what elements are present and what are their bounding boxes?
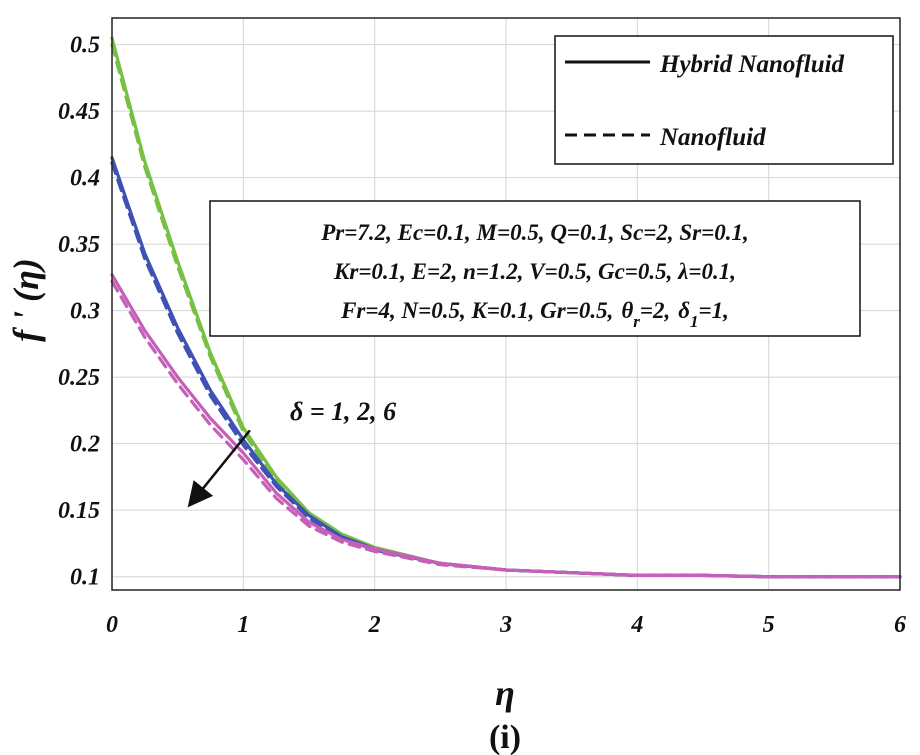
series-line-delta-6-solid [110,273,902,579]
x-tick-label: 4 [630,612,643,638]
figure-caption: (i) [489,719,521,755]
parameter-line-2: Kr=0.1, E=2, n=1.2, V=0.5, Gc=0.5, λ=0.1… [333,259,736,284]
plot-frame [111,17,901,591]
y-tick-label: 0.4 [70,166,100,192]
legend-box [554,35,894,165]
parameter-box: Pr=7.2, Ec=0.1, M=0.5, Q=0.1, Sc=2, Sr=0… [209,200,861,337]
x-tick-label: 6 [894,612,906,638]
x-tick-labels: 0 1 2 3 4 5 6 [106,612,906,638]
delta1-symbol: δ [678,298,690,323]
y-tick-label: 0.25 [58,365,100,391]
parameter-line-1: Pr=7.2, Ec=0.1, M=0.5, Q=0.1, Sc=2, Sr=0… [320,220,749,245]
y-tick-label: 0.15 [58,498,100,524]
delta1-value: =1, [699,298,729,323]
legend: Hybrid Nanofluid Nanofluid [554,35,894,165]
theta-subscript: r [633,312,640,331]
legend-label-nanofluid: Nanofluid [659,124,766,151]
y-tick-label: 0.45 [58,99,100,125]
x-tick-label: 3 [499,612,512,638]
theta-symbol: θ [621,298,633,323]
x-tick-label: 1 [237,612,249,638]
parameter-line-3: Fr=4, N=0.5, K=0.1, Gr=0.5, θr=2, δ1=1, [340,298,729,331]
x-tick-label: 2 [368,612,381,638]
y-tick-label: 0.3 [70,299,100,325]
x-axis-label: η [495,673,515,713]
y-tick-label: 0.1 [70,565,100,591]
series-layer [110,36,902,579]
annotation-label: δ = 1, 2, 6 [290,397,396,426]
annotation-arrow [187,429,251,508]
y-tick-label: 0.5 [70,33,100,59]
y-tick-labels: 0.1 0.15 0.2 0.25 0.3 0.35 0.4 0.45 0.5 [58,33,100,591]
y-tick-label: 0.35 [58,232,100,258]
legend-label-hybrid: Hybrid Nanofluid [659,51,845,78]
x-tick-label: 5 [763,612,775,638]
y-axis-label: f ' (η) [6,258,46,342]
y-tick-label: 0.2 [70,432,100,458]
parameter-box-frame [209,200,861,337]
x-tick-label: 0 [106,612,118,638]
theta-value: =2, [640,298,670,323]
delta1-subscript: 1 [690,312,699,331]
parameter-line-3-main: Fr=4, N=0.5, K=0.1, Gr=0.5, [340,298,613,323]
